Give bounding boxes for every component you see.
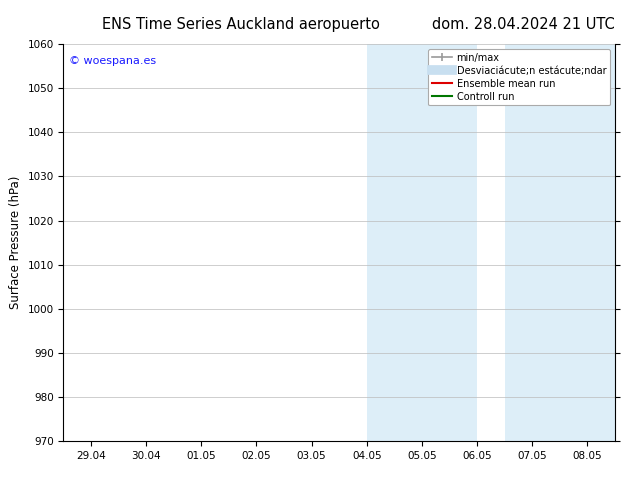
Legend: min/max, Desviaciácute;n estácute;ndar, Ensemble mean run, Controll run: min/max, Desviaciácute;n estácute;ndar, … [429,49,610,105]
Bar [366,44,477,441]
Text: ENS Time Series Auckland aeropuerto: ENS Time Series Auckland aeropuerto [102,17,380,32]
Bar [505,44,615,441]
Text: © woespana.es: © woespana.es [69,56,156,66]
Text: dom. 28.04.2024 21 UTC: dom. 28.04.2024 21 UTC [432,17,615,32]
Y-axis label: Surface Pressure (hPa): Surface Pressure (hPa) [9,176,22,309]
